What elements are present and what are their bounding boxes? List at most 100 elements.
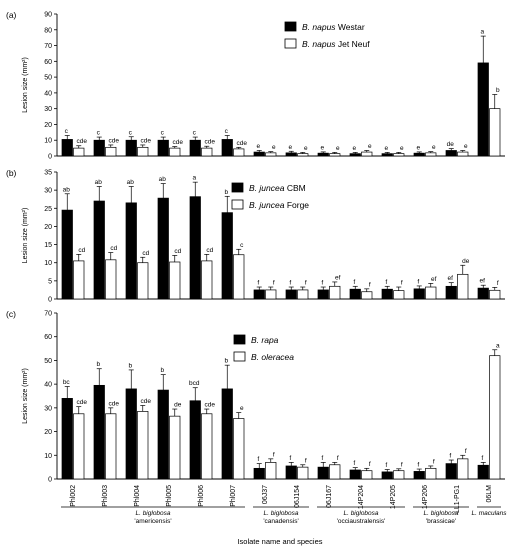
significance-label: e — [336, 145, 340, 152]
significance-label: ab — [159, 176, 167, 183]
significance-label: cde — [109, 137, 120, 144]
significance-label: f — [273, 451, 275, 458]
bar — [393, 290, 405, 300]
bar — [93, 139, 105, 157]
panel-label: (a) — [6, 10, 17, 20]
species-group-label: L. biglobosa — [423, 510, 458, 517]
significance-label: c — [193, 130, 197, 137]
significance-label: f — [401, 280, 403, 287]
legend-label-cultivar: Westar — [336, 22, 365, 32]
legend-swatch — [231, 199, 244, 210]
significance-label: c — [240, 242, 244, 249]
significance-label: e — [400, 145, 404, 152]
bar — [489, 108, 501, 157]
species-group-label: 'brassicae' — [426, 518, 456, 525]
significance-label: b — [96, 361, 100, 368]
y-tick-label: 20 — [44, 224, 52, 231]
legend-label: B. rapa — [251, 335, 279, 345]
bar — [73, 147, 85, 157]
y-tick-label: 20 — [44, 429, 52, 436]
y-tick-label: 50 — [44, 358, 52, 365]
y-tick-label: 60 — [44, 334, 52, 341]
x-tick-label: LL1-PG1 — [454, 485, 461, 513]
significance-label: f — [417, 278, 419, 285]
significance-label: f — [465, 448, 467, 455]
panel-label: (b) — [6, 168, 17, 178]
significance-label: f — [321, 455, 323, 462]
x-tick-label: 06J37 — [262, 485, 269, 504]
legend-label-cultivar: Forge — [284, 200, 309, 210]
bar — [201, 147, 213, 157]
bar — [253, 289, 265, 300]
significance-label: e — [272, 144, 276, 151]
significance-label: e — [352, 145, 356, 152]
significance-label: c — [161, 130, 165, 137]
y-tick-label: 20 — [44, 122, 52, 129]
bar — [457, 273, 469, 300]
bar — [157, 389, 169, 480]
significance-label: f — [321, 280, 323, 287]
bar — [137, 146, 149, 157]
bar — [61, 139, 73, 157]
y-tick-label: 10 — [44, 453, 52, 460]
legend-label-species: B. juncea — [249, 200, 285, 210]
bar — [489, 289, 501, 300]
bar — [105, 146, 117, 157]
bar — [361, 291, 373, 300]
bar — [265, 152, 277, 157]
species-group-label: 'occiaustralensis' — [337, 518, 386, 525]
x-tick-label: 06LM — [486, 485, 493, 503]
bar — [221, 388, 233, 480]
significance-label: f — [481, 455, 483, 462]
x-tick-label: Phl002 — [70, 485, 77, 507]
y-axis-label: Lesion size (mm²) — [22, 208, 29, 264]
significance-label: ef — [448, 275, 454, 282]
bar — [329, 464, 341, 480]
bar — [297, 153, 309, 157]
significance-label: f — [401, 461, 403, 468]
bar — [349, 469, 361, 480]
bar — [93, 200, 105, 300]
y-tick-label: 0 — [48, 154, 52, 161]
significance-label: c — [97, 130, 101, 137]
significance-label: f — [305, 457, 307, 464]
y-tick-label: 35 — [44, 170, 52, 177]
bar — [105, 259, 117, 300]
bar — [477, 287, 489, 300]
species-group-label: L. maculans — [471, 510, 507, 517]
legend-label-species: B. juncea — [249, 183, 285, 193]
y-tick-label: 0 — [48, 297, 52, 304]
significance-label: f — [257, 280, 259, 287]
significance-label: cd — [206, 247, 213, 254]
bar — [381, 153, 393, 157]
significance-label: cde — [77, 138, 88, 145]
bar — [393, 153, 405, 157]
legend-swatch — [231, 182, 244, 193]
bar — [297, 289, 309, 300]
x-tick-label: 14P204 — [358, 485, 365, 509]
significance-label: f — [385, 279, 387, 286]
significance-label: f — [433, 458, 435, 465]
x-tick-label: 14P205 — [390, 485, 397, 509]
significance-label: e — [384, 145, 388, 152]
bar — [189, 196, 201, 300]
significance-label: bc — [63, 379, 71, 386]
significance-label: e — [464, 143, 468, 150]
bar — [285, 152, 297, 157]
bar — [189, 400, 201, 480]
bar — [189, 139, 201, 157]
significance-label: cd — [142, 250, 149, 257]
legend-swatch — [233, 351, 246, 362]
bar — [61, 209, 73, 300]
significance-label: e — [288, 144, 292, 151]
significance-label: ef — [480, 278, 486, 285]
bar — [265, 289, 277, 300]
bar — [413, 471, 425, 480]
legend-swatch — [284, 21, 297, 32]
bar — [413, 152, 425, 157]
significance-label: f — [337, 455, 339, 462]
significance-label: b — [160, 367, 164, 374]
significance-label: f — [417, 462, 419, 469]
significance-label: de — [462, 258, 470, 265]
